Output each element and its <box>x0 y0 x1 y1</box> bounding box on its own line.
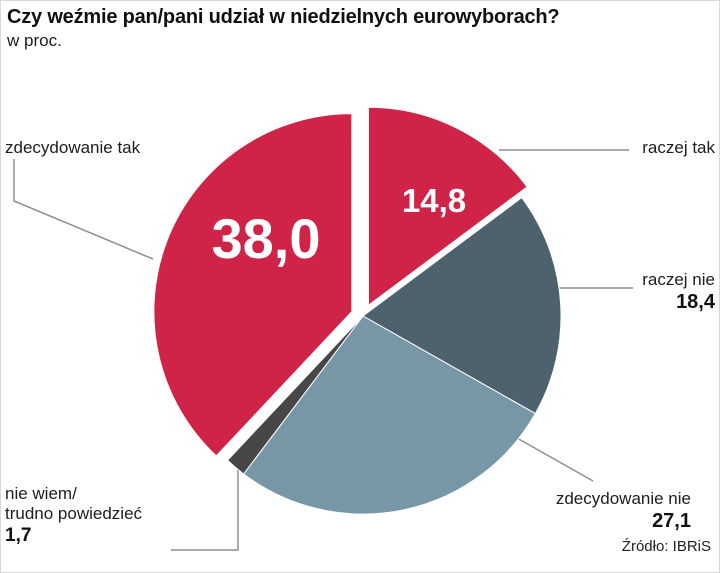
value-raczej-nie: 18,4 <box>676 291 715 313</box>
value-nie-wiem: 1,7 <box>5 525 32 546</box>
pie-slice-raczej-tak <box>367 106 528 307</box>
connector-zdecydowanie-tak <box>13 159 154 260</box>
label-nie-wiem-line1: nie wiem/ <box>5 484 77 503</box>
pie-slice-raczej-nie <box>362 196 562 415</box>
chart-subtitle: w proc. <box>7 31 62 50</box>
value-zdecydowanie-nie: 27,1 <box>652 510 691 532</box>
pie-slices-group <box>153 106 562 515</box>
pie-slice-nie-wiem-trudno-powiedzie <box>226 315 364 475</box>
value-raczej-tak: 14,8 <box>401 182 467 219</box>
connector-zdecydowanie-nie <box>516 437 594 482</box>
label-raczej-nie: raczej nie <box>642 270 715 289</box>
pie-slice-zdecydowanie-nie <box>242 315 536 515</box>
label-raczej-tak: raczej tak <box>642 138 715 157</box>
pie-slice-zdecydowanie-tak <box>153 113 353 457</box>
connector-nie-wiem <box>171 468 239 551</box>
label-nie-wiem-line2: trudno powiedzieć <box>5 504 143 523</box>
value-zdecydowanie-tak: 38,0 <box>211 207 321 270</box>
label-zdecydowanie-tak: zdecydowanie tak <box>5 138 141 157</box>
chart-title: Czy weźmie pan/pani udział w niedzielnyc… <box>7 6 560 28</box>
label-zdecydowanie-nie: zdecydowanie nie <box>555 489 691 508</box>
source-credit: Źródło: IBRiS <box>621 538 711 555</box>
